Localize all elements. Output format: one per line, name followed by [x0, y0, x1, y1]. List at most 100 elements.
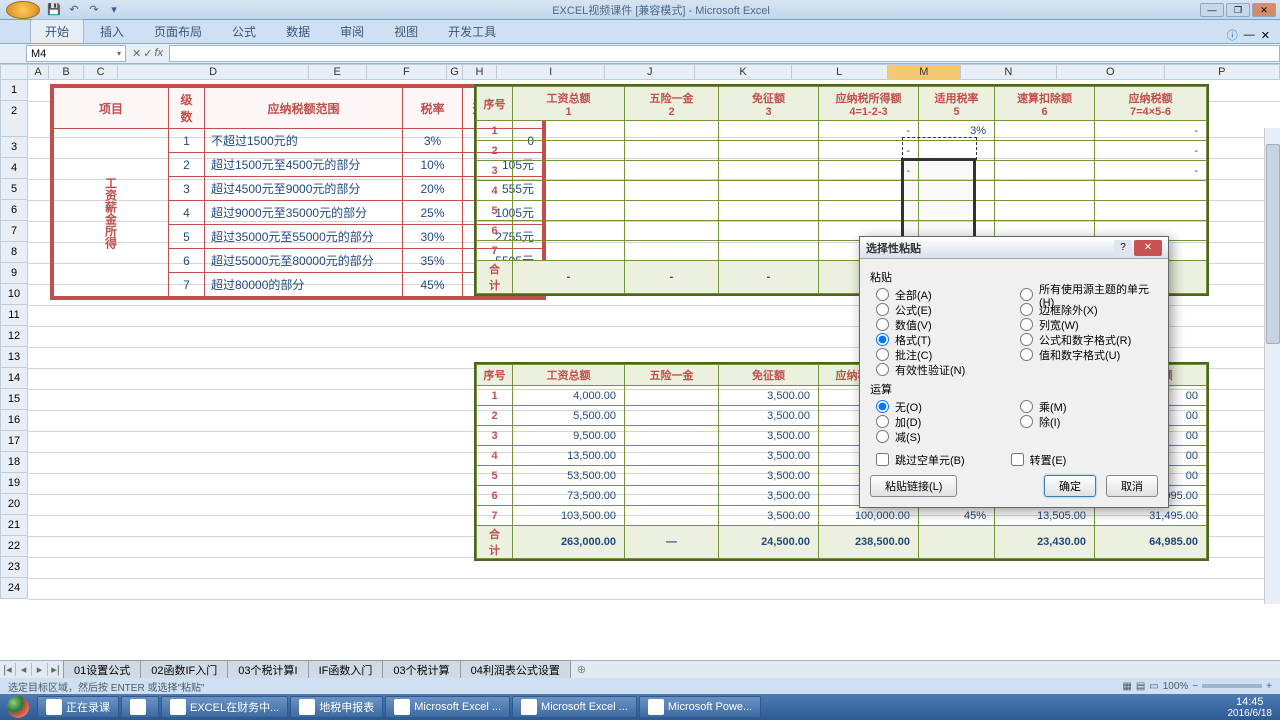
row-headers[interactable]: 123456789101112131415161718192021222324 — [0, 80, 28, 599]
zoom-slider[interactable] — [1202, 684, 1262, 688]
paste-1[interactable]: 公式(E) — [870, 302, 1014, 317]
paste-2[interactable]: 列宽(W) — [1014, 317, 1158, 332]
row-header-20[interactable]: 20 — [0, 494, 28, 515]
ok-button[interactable]: 确定 — [1044, 475, 1096, 497]
row-header-21[interactable]: 21 — [0, 515, 28, 536]
sheet-tab-1[interactable]: 02函数IF入门 — [140, 660, 228, 680]
sheet-nav-next[interactable]: ▸ — [32, 663, 48, 676]
view-normal-icon[interactable]: ▦ — [1122, 681, 1131, 692]
ribbon-tab-3[interactable]: 公式 — [218, 20, 270, 43]
row-header-19[interactable]: 19 — [0, 473, 28, 494]
start-button[interactable] — [0, 694, 36, 720]
zoom-in-icon[interactable]: + — [1266, 681, 1272, 692]
paste-link-button[interactable]: 粘贴链接(L) — [870, 475, 957, 497]
name-box[interactable]: M4 — [26, 45, 126, 62]
op-1[interactable]: 加(D) — [870, 414, 1014, 429]
view-break-icon[interactable]: ▭ — [1149, 681, 1158, 692]
sheet-tab-4[interactable]: 03个税计算 — [382, 660, 460, 680]
save-icon[interactable]: 💾 — [46, 2, 62, 18]
row-header-11[interactable]: 11 — [0, 305, 28, 326]
col-header-L[interactable]: L — [792, 64, 888, 80]
paste-4[interactable]: 值和数字格式(U) — [1014, 347, 1158, 362]
row-header-2[interactable]: 2 — [0, 101, 28, 137]
row-header-1[interactable]: 1 — [0, 80, 28, 101]
row-header-7[interactable]: 7 — [0, 221, 28, 242]
fx-icon[interactable]: fx — [154, 47, 163, 60]
column-headers[interactable]: ABCDEFGHIJKLMNOP — [28, 64, 1280, 80]
redo-icon[interactable]: ↷ — [86, 2, 102, 18]
col-header-I[interactable]: I — [497, 64, 605, 80]
col-header-D[interactable]: D — [118, 64, 308, 80]
row-header-14[interactable]: 14 — [0, 368, 28, 389]
paste-0[interactable]: 所有使用源主题的单元(H) — [1014, 287, 1158, 302]
op-0[interactable]: 无(O) — [870, 399, 1014, 414]
row-header-13[interactable]: 13 — [0, 347, 28, 368]
col-header-A[interactable]: A — [28, 64, 49, 80]
transpose-checkbox[interactable]: 转置(E) — [1005, 452, 1158, 467]
sheet-nav-last[interactable]: ▸| — [48, 663, 64, 676]
col-header-E[interactable]: E — [309, 64, 367, 80]
cancel-button[interactable]: 取消 — [1106, 475, 1158, 497]
row-header-4[interactable]: 4 — [0, 158, 28, 179]
col-header-C[interactable]: C — [84, 64, 119, 80]
undo-icon[interactable]: ↶ — [66, 2, 82, 18]
row-header-12[interactable]: 12 — [0, 326, 28, 347]
row-header-23[interactable]: 23 — [0, 557, 28, 578]
zoom-out-icon[interactable]: − — [1192, 681, 1198, 692]
paste-4[interactable]: 批注(C) — [870, 347, 1014, 362]
col-header-O[interactable]: O — [1057, 64, 1165, 80]
col-header-P[interactable]: P — [1165, 64, 1280, 80]
row-header-8[interactable]: 8 — [0, 242, 28, 263]
minimize-button[interactable]: — — [1200, 3, 1224, 17]
row-header-5[interactable]: 5 — [0, 179, 28, 200]
row-header-9[interactable]: 9 — [0, 263, 28, 284]
paste-5[interactable]: 有效性验证(N) — [870, 362, 1014, 377]
cancel-fx-icon[interactable]: ✕ — [132, 47, 141, 60]
ribbon-tab-6[interactable]: 视图 — [380, 20, 432, 43]
close-button[interactable]: ✕ — [1252, 3, 1276, 17]
row-header-3[interactable]: 3 — [0, 137, 28, 158]
col-header-H[interactable]: H — [463, 64, 498, 80]
col-header-K[interactable]: K — [695, 64, 791, 80]
enter-fx-icon[interactable]: ✓ — [143, 47, 152, 60]
sheet-tab-5[interactable]: 04利润表公式设置 — [460, 660, 571, 680]
taskbar-item-6[interactable]: Microsoft Powe... — [639, 696, 761, 718]
ribbon-min-icon[interactable]: — — [1244, 29, 1255, 41]
paste-2[interactable]: 数值(V) — [870, 317, 1014, 332]
taskbar-item-0[interactable]: 正在录课 — [37, 696, 119, 718]
col-header-M[interactable]: M — [888, 64, 961, 80]
ribbon-tab-0[interactable]: 开始 — [30, 19, 84, 43]
dialog-help-icon[interactable]: ? — [1114, 240, 1132, 256]
insert-sheet-icon[interactable]: ⊕ — [571, 663, 592, 676]
taskbar-item-2[interactable]: EXCEL在财务中... — [161, 696, 288, 718]
sheet-nav-first[interactable]: |◂ — [0, 663, 16, 676]
col-header-B[interactable]: B — [49, 64, 84, 80]
maximize-button[interactable]: ❐ — [1226, 3, 1250, 17]
vertical-scrollbar[interactable] — [1264, 128, 1280, 604]
formula-input[interactable] — [169, 45, 1280, 62]
row-header-17[interactable]: 17 — [0, 431, 28, 452]
op-2[interactable]: 减(S) — [870, 429, 1014, 444]
col-header-G[interactable]: G — [447, 64, 462, 80]
taskbar-item-5[interactable]: Microsoft Excel ... — [512, 696, 637, 718]
select-all-corner[interactable] — [0, 64, 28, 80]
system-tray[interactable]: 14:45 2016/6/18 — [1220, 696, 1280, 719]
ribbon-tab-7[interactable]: 开发工具 — [434, 20, 510, 43]
paste-3[interactable]: 公式和数字格式(R) — [1014, 332, 1158, 347]
row-header-24[interactable]: 24 — [0, 578, 28, 599]
ribbon-tab-5[interactable]: 审阅 — [326, 20, 378, 43]
office-button[interactable] — [6, 1, 40, 19]
op-0[interactable]: 乘(M) — [1014, 399, 1158, 414]
col-header-F[interactable]: F — [367, 64, 448, 80]
ribbon-tab-2[interactable]: 页面布局 — [140, 20, 216, 43]
col-header-N[interactable]: N — [961, 64, 1057, 80]
paste-0[interactable]: 全部(A) — [870, 287, 1014, 302]
zoom-control[interactable]: ▦ ▤ ▭ 100% − + — [1122, 681, 1272, 692]
ribbon-tab-1[interactable]: 插入 — [86, 20, 138, 43]
row-header-15[interactable]: 15 — [0, 389, 28, 410]
row-header-10[interactable]: 10 — [0, 284, 28, 305]
help-icon[interactable]: ⓘ — [1227, 27, 1238, 43]
sheet-tab-0[interactable]: 01设置公式 — [63, 660, 141, 680]
row-header-18[interactable]: 18 — [0, 452, 28, 473]
row-header-16[interactable]: 16 — [0, 410, 28, 431]
